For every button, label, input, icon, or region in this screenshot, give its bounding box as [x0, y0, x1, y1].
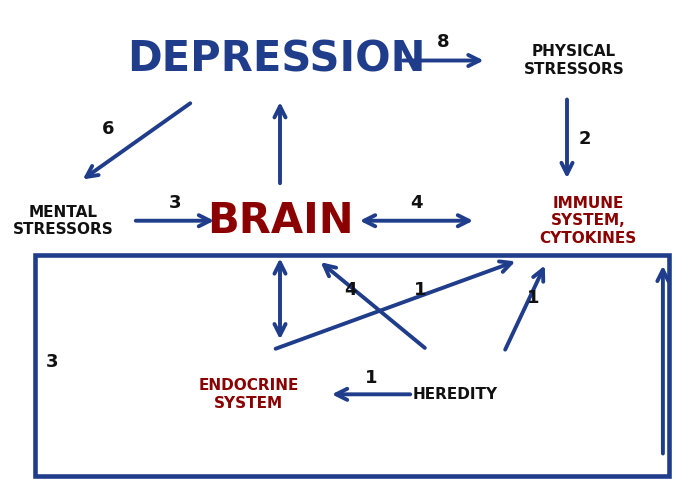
- Text: HEREDITY: HEREDITY: [412, 387, 498, 402]
- Text: BRAIN: BRAIN: [206, 200, 354, 242]
- Text: 8: 8: [437, 33, 449, 51]
- Text: 4: 4: [410, 194, 423, 212]
- Text: PHYSICAL
STRESSORS: PHYSICAL STRESSORS: [524, 44, 624, 77]
- Text: IMMUNE
SYSTEM,
CYTOKINES: IMMUNE SYSTEM, CYTOKINES: [540, 196, 636, 246]
- Text: 1: 1: [414, 281, 426, 299]
- Text: 4: 4: [344, 281, 356, 299]
- Text: DEPRESSION: DEPRESSION: [127, 39, 426, 80]
- Text: 2: 2: [578, 130, 591, 148]
- Text: 6: 6: [102, 120, 115, 138]
- Text: 1: 1: [527, 289, 540, 307]
- Text: 1: 1: [365, 369, 377, 387]
- Text: 3: 3: [46, 353, 59, 371]
- Text: 3: 3: [169, 194, 181, 212]
- Text: MENTAL
STRESSORS: MENTAL STRESSORS: [13, 204, 113, 237]
- Text: ENDOCRINE
SYSTEM: ENDOCRINE SYSTEM: [198, 378, 299, 411]
